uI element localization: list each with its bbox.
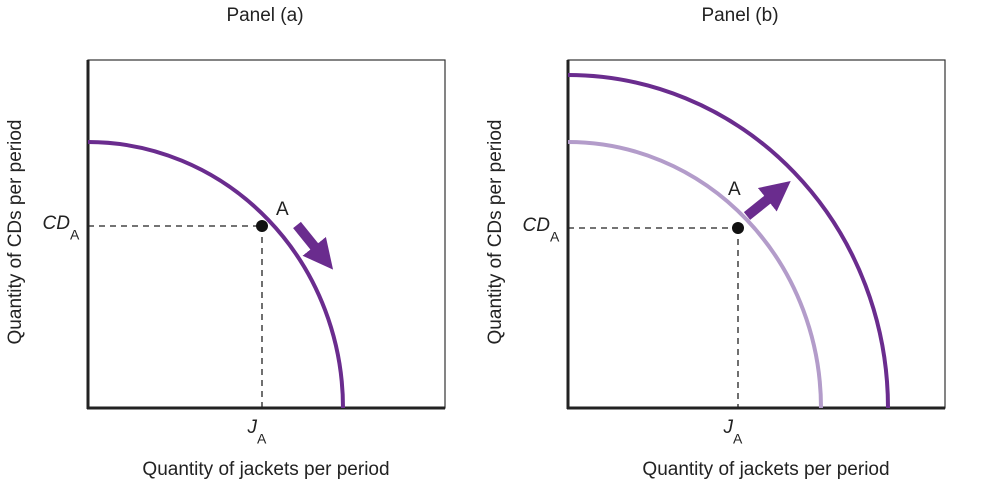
y-axis-label: Quantity of CDs per period	[485, 120, 506, 345]
point-label: A	[276, 199, 289, 220]
y-axis-label: Quantity of CDs per period	[5, 120, 26, 345]
ppc-curve-shifted	[567, 73, 890, 409]
x-axis-label: Quantity of jackets per period	[142, 459, 389, 480]
y-point-subscript: A	[550, 229, 560, 245]
x-point-label: J	[723, 417, 734, 438]
point	[732, 222, 744, 234]
x-point-subscript: A	[257, 431, 267, 447]
plot-frame	[87, 59, 446, 409]
x-axis-label: Quantity of jackets per period	[642, 459, 889, 480]
point-label: A	[728, 179, 741, 200]
y-point-label: CD	[43, 213, 71, 234]
panel-title: Panel (a)	[226, 5, 303, 26]
panel-title: Panel (b)	[701, 5, 778, 26]
plot-frame	[567, 59, 946, 409]
arrow	[293, 221, 334, 270]
x-point-subscript: A	[733, 431, 743, 447]
x-point-label: J	[247, 417, 258, 438]
ppc-curve-original	[567, 140, 823, 409]
panel-a: Panel (a) Quantity of CDs per period Qua…	[5, 5, 446, 480]
point	[256, 220, 268, 232]
ppc-curve	[87, 140, 345, 409]
panel-b: Panel (b) Quantity of CDs per period Qua…	[485, 5, 946, 480]
arrow	[743, 181, 791, 220]
y-point-label: CD	[523, 215, 551, 236]
y-point-subscript: A	[70, 227, 80, 243]
